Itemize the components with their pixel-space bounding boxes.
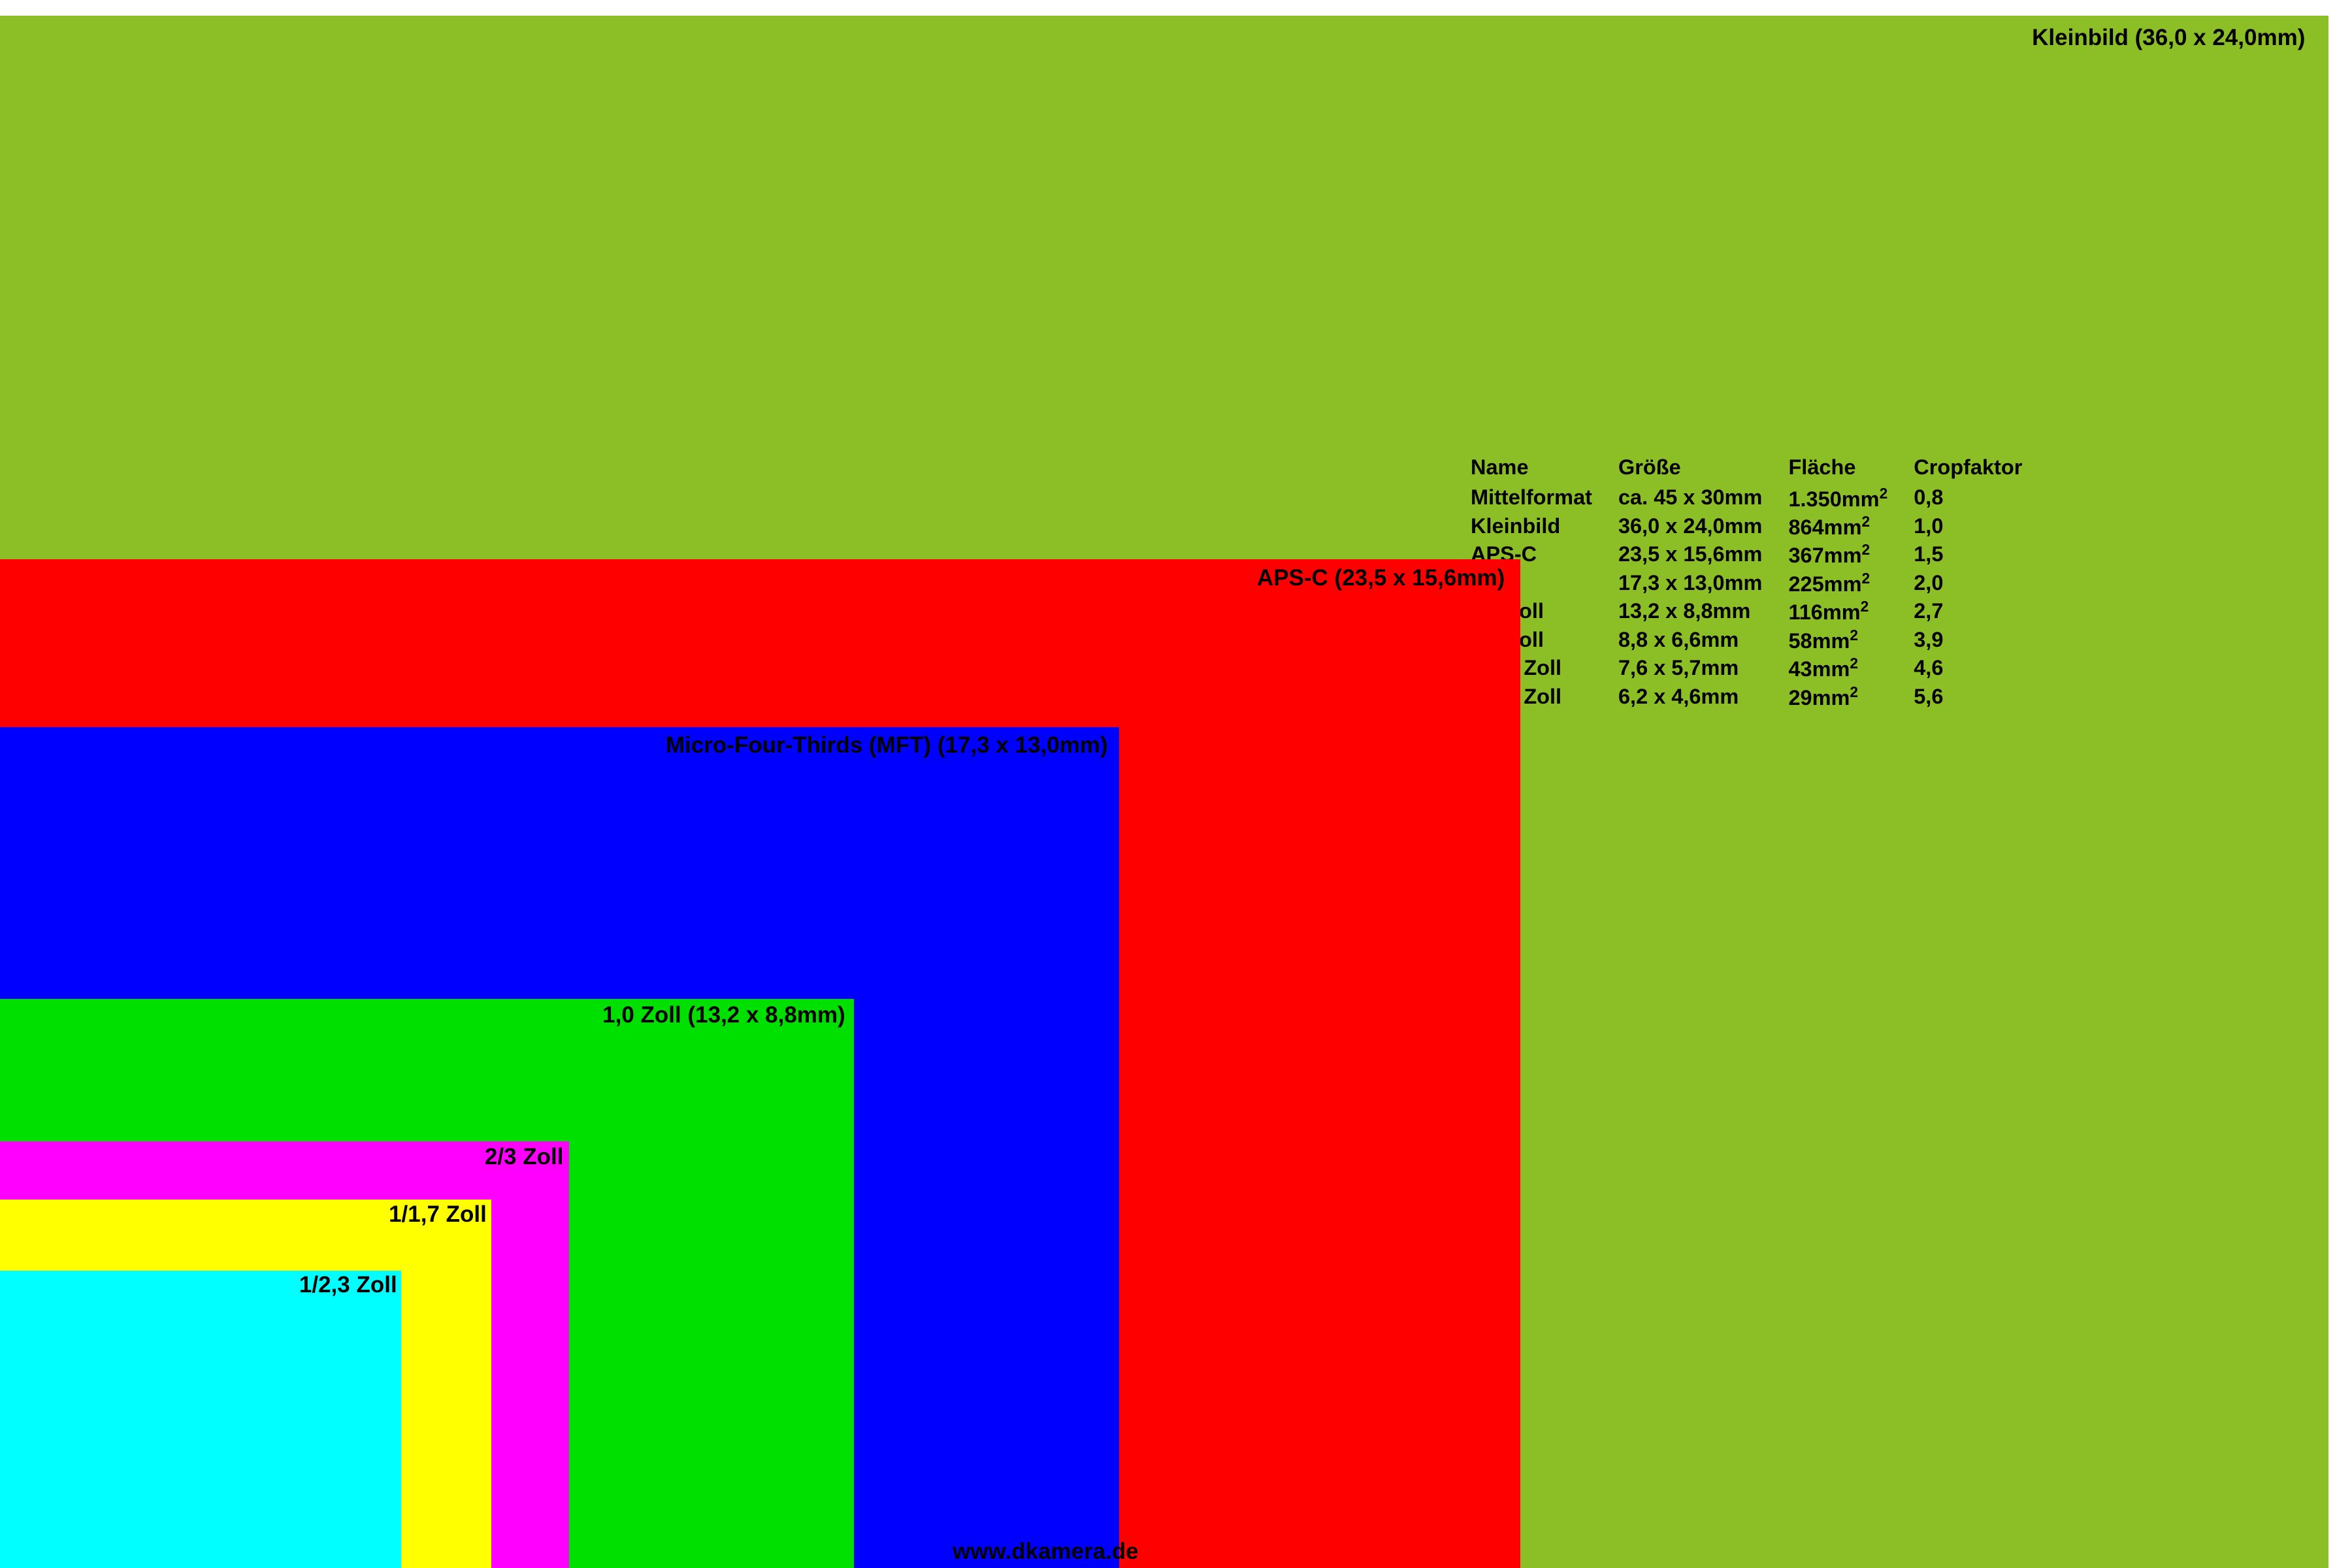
cell-area: 58mm2 xyxy=(1788,626,1913,654)
cell-size: 13,2 x 8,8mm xyxy=(1618,597,1788,625)
cell-crop: 1,0 xyxy=(1913,512,2048,540)
cell-area: 29mm2 xyxy=(1788,683,1913,711)
table-row: MFT17,3 x 13,0mm225mm22,0 xyxy=(1470,569,2048,597)
cell-crop: 1,5 xyxy=(1913,540,2048,568)
cell-crop: 4,6 xyxy=(1913,654,2048,682)
cell-crop: 3,9 xyxy=(1913,626,2048,654)
cell-crop: 2,0 xyxy=(1913,569,2048,597)
sensor-size-diagram: Kleinbild (36,0 x 24,0mm) APS-C (23,5 x 1… xyxy=(0,0,2352,1568)
cell-area: 225mm2 xyxy=(1788,569,1913,597)
cell-crop: 5,6 xyxy=(1913,683,2048,711)
cell-area: 367mm2 xyxy=(1788,540,1913,568)
sensor-rect-label-mft: Micro-Four-Thirds (MFT) (17,3 x 13,0mm) xyxy=(666,732,1108,759)
sensor-rect-label-one-1p7: 1/1,7 Zoll xyxy=(389,1201,487,1228)
table-row: 1,0 Zoll13,2 x 8,8mm116mm22,7 xyxy=(1470,597,2048,625)
table-col-header: Größe xyxy=(1618,455,1788,484)
table-row: Kleinbild36,0 x 24,0mm864mm21,0 xyxy=(1470,512,2048,540)
cell-name: Kleinbild xyxy=(1470,512,1618,540)
table-header-row: NameGrößeFlächeCropfaktor xyxy=(1470,455,2048,484)
sensor-rect-label-apsc: APS-C (23,5 x 15,6mm) xyxy=(1257,565,1505,591)
cell-size: 6,2 x 4,6mm xyxy=(1618,683,1788,711)
table-row: APS-C23,5 x 15,6mm367mm21,5 xyxy=(1470,540,2048,568)
cell-size: ca. 45 x 30mm xyxy=(1618,484,1788,512)
table-row: Mittelformatca. 45 x 30mm1.350mm20,8 xyxy=(1470,484,2048,512)
sensor-table: NameGrößeFlächeCropfaktor Mittelformatca… xyxy=(1470,455,2048,711)
cell-crop: 0,8 xyxy=(1913,484,2048,512)
sensor-rect-label-two-third: 2/3 Zoll xyxy=(485,1144,564,1170)
cell-size: 7,6 x 5,7mm xyxy=(1618,654,1788,682)
sensor-rect-label-one-2p3: 1/2,3 Zoll xyxy=(299,1272,397,1298)
source-label: www.dkamera.de xyxy=(953,1539,1139,1565)
table-col-header: Fläche xyxy=(1788,455,1913,484)
table-col-header: Cropfaktor xyxy=(1913,455,2048,484)
table-col-header: Name xyxy=(1470,455,1618,484)
table-row: 2/3 Zoll8,8 x 6,6mm58mm23,9 xyxy=(1470,626,2048,654)
cell-size: 36,0 x 24,0mm xyxy=(1618,512,1788,540)
cell-crop: 2,7 xyxy=(1913,597,2048,625)
sensor-rect-one-2p3: 1/2,3 Zoll xyxy=(0,1271,401,1568)
cell-area: 43mm2 xyxy=(1788,654,1913,682)
cell-area: 116mm2 xyxy=(1788,597,1913,625)
cell-size: 23,5 x 15,6mm xyxy=(1618,540,1788,568)
table-row: 1/1,7 Zoll7,6 x 5,7mm43mm24,6 xyxy=(1470,654,2048,682)
cell-name: Mittelformat xyxy=(1470,484,1618,512)
cell-area: 1.350mm2 xyxy=(1788,484,1913,512)
table-row: 1/2,3 Zoll6,2 x 4,6mm29mm25,6 xyxy=(1470,683,2048,711)
cell-size: 17,3 x 13,0mm xyxy=(1618,569,1788,597)
cell-size: 8,8 x 6,6mm xyxy=(1618,626,1788,654)
sensor-rect-label-one-inch: 1,0 Zoll (13,2 x 8,8mm) xyxy=(602,1002,845,1028)
cell-area: 864mm2 xyxy=(1788,512,1913,540)
sensor-rect-label-kleinbild: Kleinbild (36,0 x 24,0mm) xyxy=(2032,25,2305,51)
table-body: Mittelformatca. 45 x 30mm1.350mm20,8Klei… xyxy=(1470,484,2048,711)
